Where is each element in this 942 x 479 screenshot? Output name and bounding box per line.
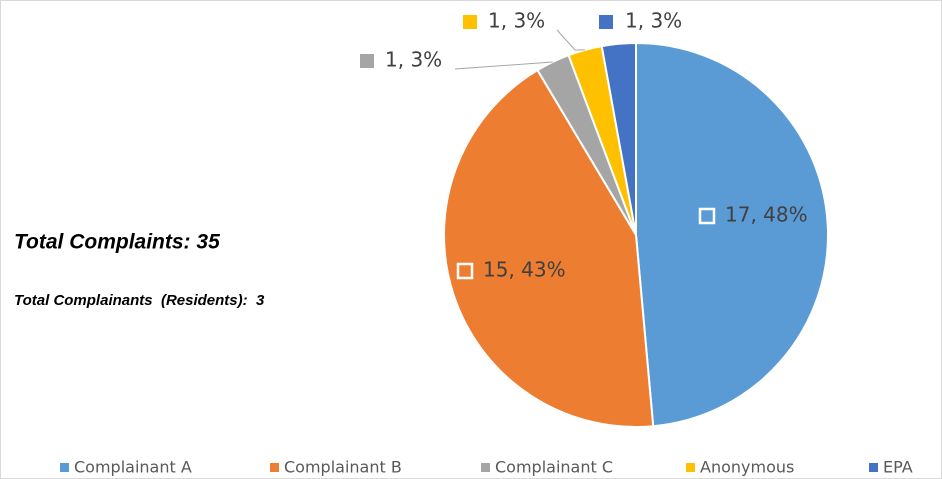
annotation: Total Complaints: 35: [14, 231, 220, 254]
pie-slice: [600, 41, 637, 236]
legend-key: [686, 463, 695, 472]
data-label: 1, 3%: [488, 9, 545, 33]
label-key: [456, 262, 474, 280]
data-label: 17, 48%: [725, 203, 808, 227]
label-key: [698, 207, 716, 225]
data-label: 1, 3%: [625, 9, 682, 33]
legend-key: [869, 463, 878, 472]
legend-label: Anonymous: [700, 458, 794, 477]
legend-label: Complainant B: [284, 458, 402, 477]
legend-label: Complainant A: [74, 458, 192, 477]
annotation: Total Complainants (Residents): 3: [14, 292, 265, 309]
data-label: 15, 43%: [483, 258, 566, 282]
legend-key: [481, 463, 490, 472]
label-key: [599, 15, 613, 29]
legend-label: EPA: [883, 458, 913, 477]
legend-key: [60, 463, 69, 472]
legend-key: [270, 463, 279, 472]
label-key: [463, 15, 477, 29]
leader-line: [454, 61, 553, 70]
pie-slice: [635, 41, 829, 428]
label-key: [360, 54, 374, 68]
pie-slice: [443, 68, 655, 428]
leader-line: [556, 29, 585, 51]
data-label: 1, 3%: [385, 48, 442, 72]
legend-label: Complainant C: [495, 458, 613, 477]
